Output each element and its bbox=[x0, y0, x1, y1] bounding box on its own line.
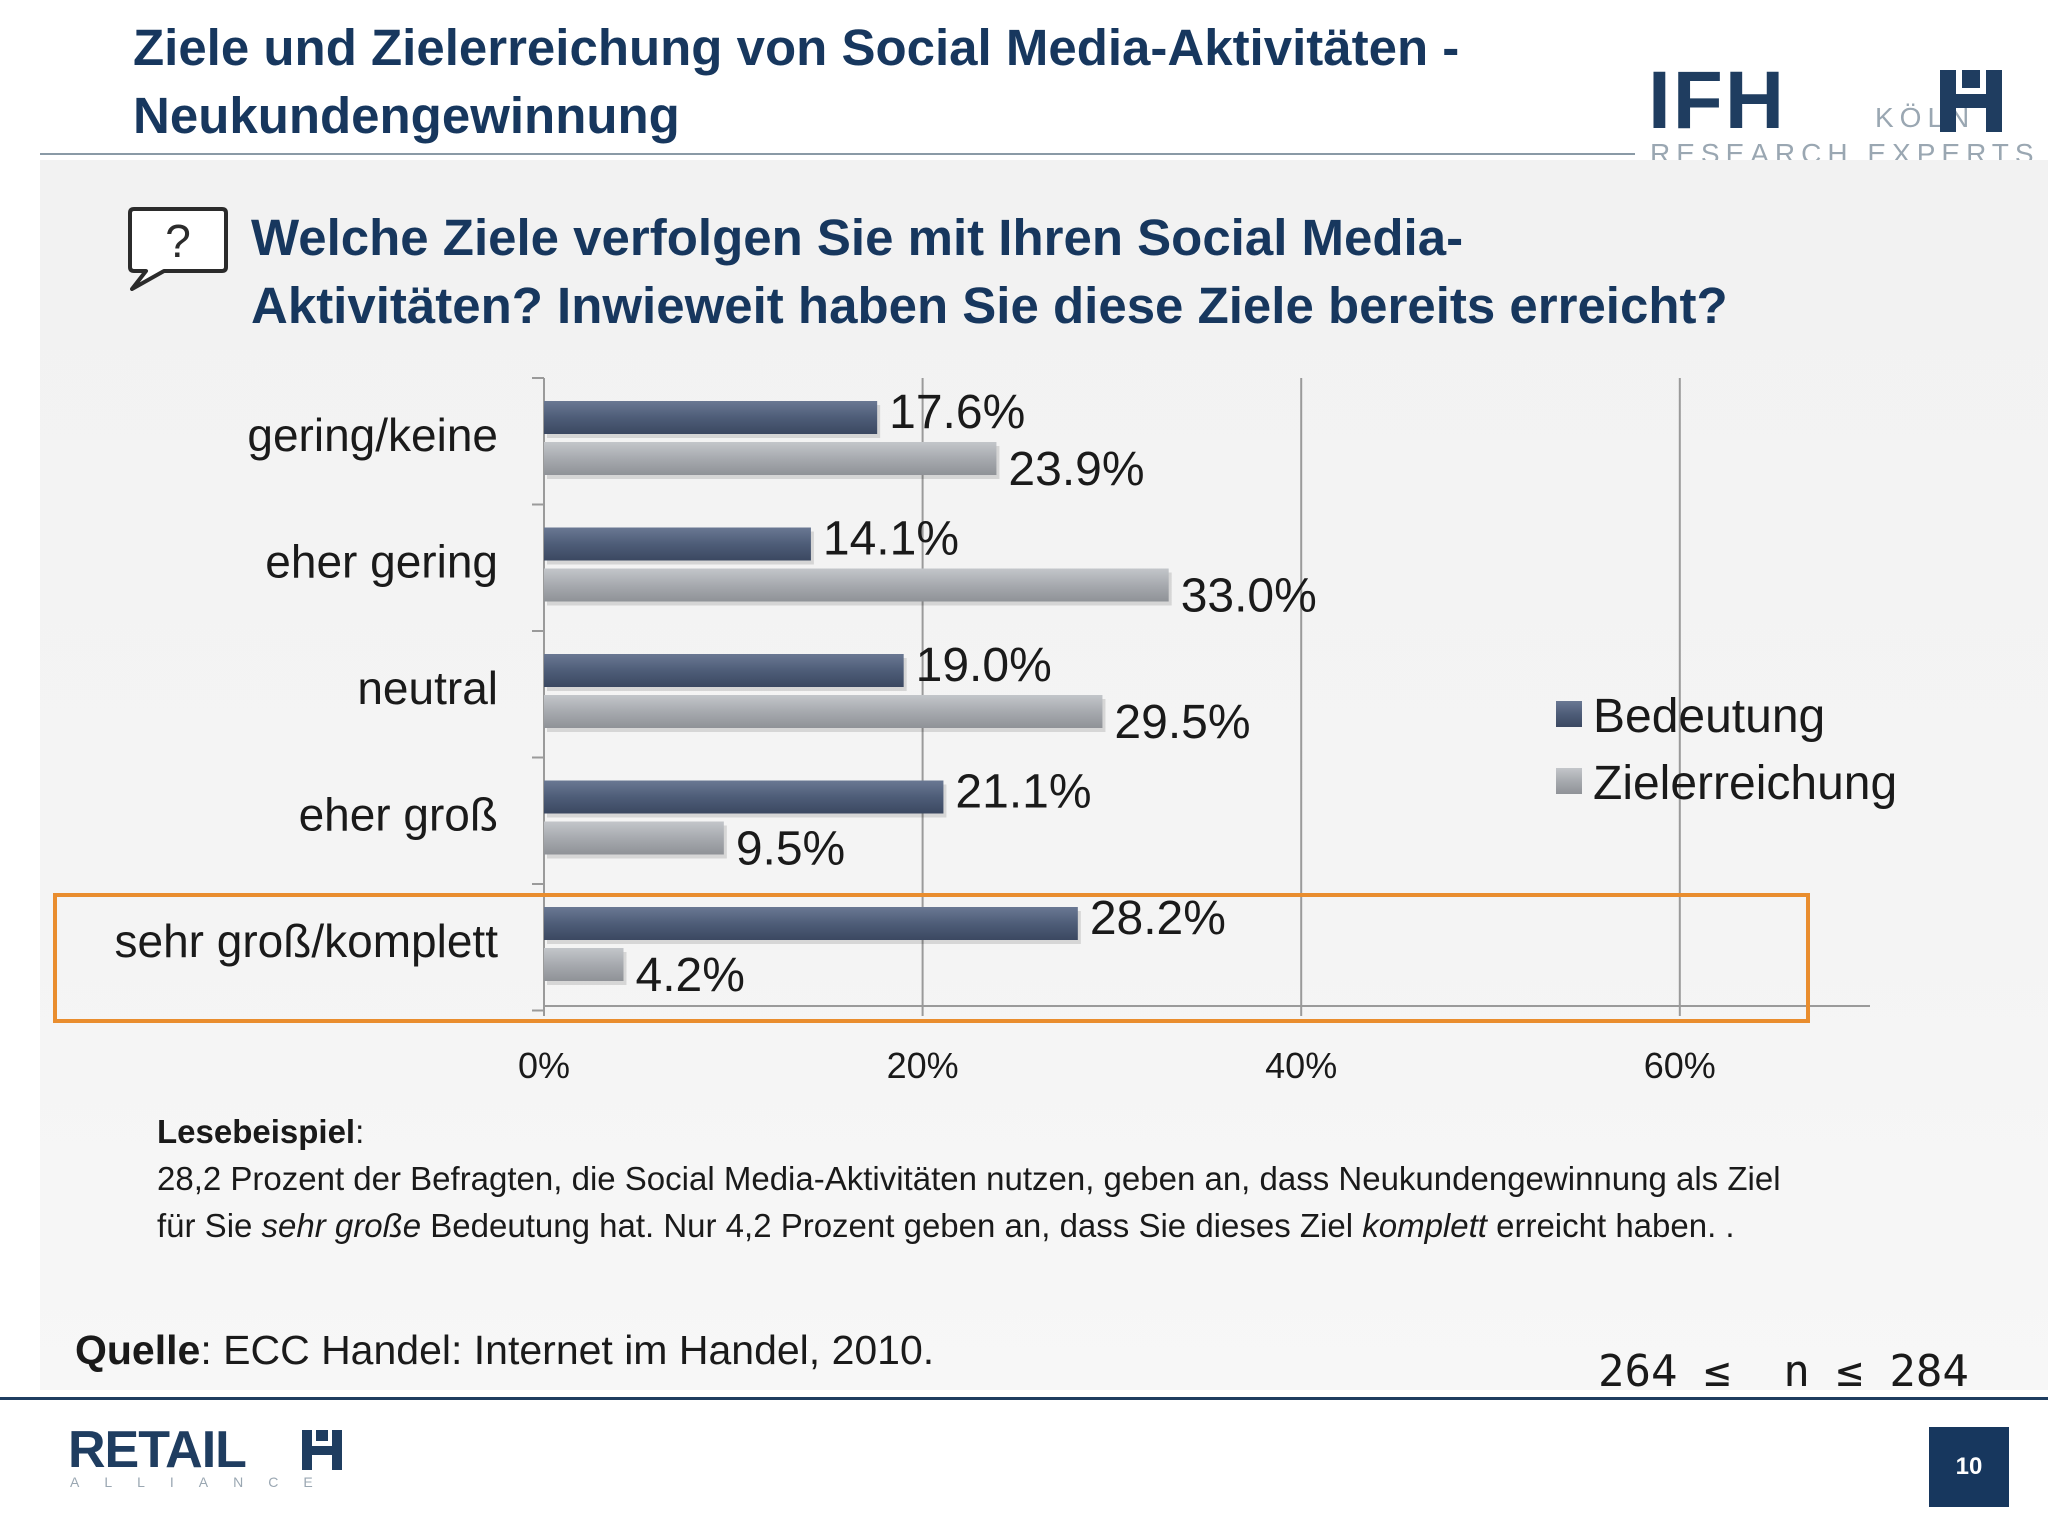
category-label: sehr groß/komplett bbox=[115, 915, 499, 967]
bar-zielerreichung bbox=[544, 821, 724, 855]
reading-example-heading: Lesebeispiel: bbox=[157, 1108, 2007, 1155]
chart-category-labels: gering/keine eher gering neutral eher groß s… bbox=[115, 409, 499, 967]
chart-gridlines bbox=[921, 378, 1681, 1006]
question-symbol: ? bbox=[165, 215, 191, 267]
content-panel bbox=[40, 160, 2048, 1390]
data-label: 17.6% bbox=[889, 386, 1025, 439]
page-title: Ziele und Zielerreichung von Social Medi… bbox=[133, 14, 1633, 150]
source-note: Quelle: ECC Handel: Internet im Handel, … bbox=[75, 1327, 934, 1374]
legend-label: Zielerreichung bbox=[1593, 757, 1897, 810]
retail-logo-word: RETAIL bbox=[68, 1421, 247, 1479]
chart-bars bbox=[544, 401, 1172, 985]
bar-bedeutung bbox=[544, 780, 944, 814]
bar-zielerreichung bbox=[544, 695, 1103, 728]
source-label: Quelle bbox=[75, 1327, 201, 1373]
data-label: 28.2% bbox=[1090, 892, 1226, 945]
data-label: 14.1% bbox=[823, 513, 959, 566]
chart-axes bbox=[532, 377, 1870, 1016]
retail-alliance-logo: RETAIL ALLIANCE bbox=[68, 1424, 388, 1492]
sample-size: 264 ≤ n ≤ 284 bbox=[1598, 1346, 1969, 1397]
question-line-2: Aktivitäten? Inwieweit haben Sie diese Z… bbox=[251, 277, 1728, 334]
x-tick-label: 40% bbox=[1265, 1045, 1337, 1086]
retail-mark-icon bbox=[302, 1430, 342, 1470]
reading-text-c: erreicht haben. . bbox=[1486, 1207, 1735, 1244]
data-label: 9.5% bbox=[736, 823, 845, 876]
bar-zielerreichung bbox=[544, 442, 997, 475]
reading-emphasis-2: komplett bbox=[1362, 1207, 1487, 1244]
data-label: 21.1% bbox=[955, 766, 1091, 819]
reading-example-label: Lesebeispiel bbox=[157, 1113, 356, 1150]
question-line-1: Welche Ziele verfolgen Sie mit Ihren Soc… bbox=[251, 209, 1464, 266]
title-line-1: Ziele und Zielerreichung von Social Medi… bbox=[133, 19, 1460, 76]
reading-emphasis-1: sehr große bbox=[261, 1207, 422, 1244]
category-label: gering/keine bbox=[247, 409, 498, 461]
data-label: 4.2% bbox=[636, 949, 745, 1002]
legend-swatch-zielerreichung bbox=[1556, 768, 1582, 794]
retail-logo-tagline: ALLIANCE bbox=[70, 1474, 338, 1490]
chart-data-labels: 17.6%23.9% 14.1% 33.0% 19.0% 29.5% 21.1% 9.5% 2… bbox=[636, 386, 1317, 1002]
chart-tick-labels: 0% 20% 40% 60% bbox=[518, 1045, 1716, 1086]
category-label: neutral bbox=[357, 662, 498, 714]
ifh-mark-icon bbox=[1940, 70, 2002, 132]
data-label: 19.0% bbox=[916, 639, 1052, 692]
highlight-box bbox=[53, 893, 1810, 1023]
reading-example-line-1: 28,2 Prozent der Befragten, die Social M… bbox=[157, 1160, 1781, 1197]
reading-example-line-2: für Sie sehr große Bedeutung hat. Nur 4,… bbox=[157, 1202, 2007, 1249]
chart-legend: Bedeutung Zielerreichung bbox=[1556, 690, 1897, 810]
legend-swatch-bedeutung bbox=[1556, 701, 1582, 727]
bar-bedeutung bbox=[544, 654, 904, 687]
data-label: 23.9% bbox=[1008, 443, 1144, 496]
title-divider bbox=[40, 153, 1635, 155]
category-label: eher gering bbox=[265, 536, 498, 588]
bar-zielerreichung bbox=[544, 948, 624, 981]
category-label: eher groß bbox=[299, 789, 498, 841]
question-text: Welche Ziele verfolgen Sie mit Ihren Soc… bbox=[251, 204, 2011, 340]
reading-example-colon: : bbox=[355, 1113, 365, 1150]
bar-bedeutung bbox=[544, 401, 878, 434]
x-tick-label: 0% bbox=[518, 1045, 570, 1086]
bar-zielerreichung bbox=[544, 568, 1169, 602]
legend-label: Bedeutung bbox=[1593, 690, 1825, 743]
source-text: : ECC Handel: Internet im Handel, 2010. bbox=[200, 1327, 935, 1373]
x-tick-label: 20% bbox=[887, 1045, 959, 1086]
title-line-2: Neukundengewinnung bbox=[133, 87, 680, 144]
question-speech-bubble-icon: ? bbox=[128, 207, 228, 291]
data-label: 29.5% bbox=[1114, 696, 1250, 749]
reading-text-b: Bedeutung hat. Nur 4,2 Prozent geben an,… bbox=[421, 1207, 1363, 1244]
bar-bedeutung bbox=[544, 527, 811, 561]
ifh-logo-word: IFH bbox=[1648, 55, 1787, 146]
reading-text-a: für Sie bbox=[157, 1207, 262, 1244]
footer-divider bbox=[0, 1397, 2048, 1400]
page-number: 10 bbox=[1929, 1427, 2009, 1507]
data-label: 33.0% bbox=[1181, 570, 1317, 623]
reading-example: Lesebeispiel: 28,2 Prozent der Befragten… bbox=[157, 1108, 2007, 1249]
bar-bedeutung bbox=[544, 907, 1078, 940]
x-tick-label: 60% bbox=[1644, 1045, 1716, 1086]
